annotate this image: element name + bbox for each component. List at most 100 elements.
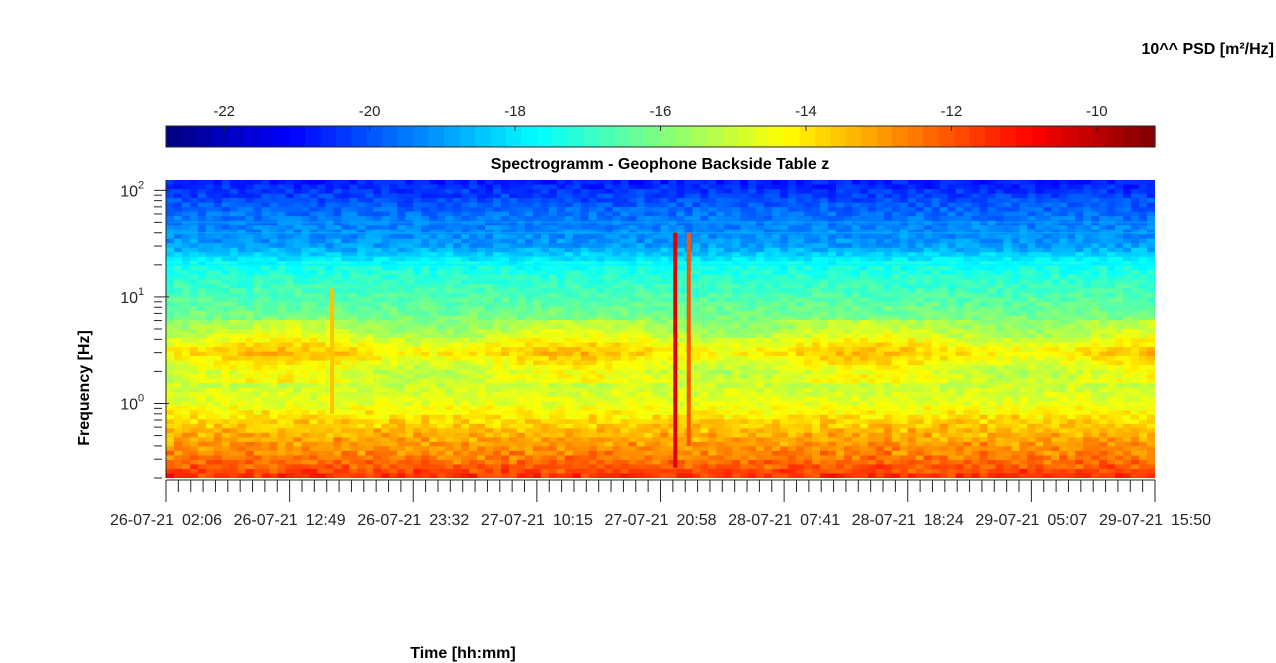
heatmap-cell	[843, 333, 853, 339]
heatmap-cell	[780, 310, 789, 316]
spectrogram-plot	[166, 180, 1155, 478]
heatmap-cell	[1043, 216, 1052, 222]
heatmap-cell	[644, 288, 654, 294]
heatmap-cell	[532, 306, 542, 312]
heatmap-cell	[261, 202, 271, 208]
heatmap-cell	[429, 329, 438, 335]
heatmap-cell	[229, 265, 239, 271]
heatmap-cell	[788, 202, 797, 208]
heatmap-cell	[173, 193, 183, 199]
heatmap-cell	[979, 338, 989, 344]
heatmap-cell	[397, 207, 406, 213]
heatmap-cell	[277, 288, 287, 294]
heatmap-cell	[835, 297, 845, 303]
heatmap-cell	[445, 356, 454, 362]
heatmap-cell	[963, 207, 973, 213]
heatmap-cell	[564, 216, 574, 222]
heatmap-cell	[1099, 274, 1108, 280]
heatmap-cell	[421, 274, 430, 280]
heatmap-cell	[445, 180, 454, 186]
heatmap-cell	[493, 306, 502, 312]
heatmap-cell	[995, 207, 1004, 213]
heatmap-cell	[564, 207, 574, 213]
heatmap-cell	[1139, 315, 1148, 321]
heatmap-cell	[493, 319, 502, 325]
heatmap-cell	[237, 180, 247, 186]
heatmap-cell	[923, 324, 933, 330]
heatmap-cell	[261, 207, 271, 213]
heatmap-cell	[947, 351, 957, 357]
heatmap-cell	[716, 310, 725, 316]
heatmap-cell	[891, 297, 901, 303]
heatmap-cell	[397, 347, 406, 353]
heatmap-cell	[620, 225, 630, 231]
heatmap-cell	[716, 270, 725, 276]
heatmap-cell	[740, 198, 749, 204]
heatmap-cell	[580, 256, 590, 262]
heatmap-cell	[883, 261, 893, 267]
heatmap-cell	[628, 265, 638, 271]
heatmap-cell	[867, 234, 877, 240]
heatmap-cell	[341, 288, 350, 294]
heatmap-cell	[820, 238, 829, 244]
heatmap-cell	[389, 333, 398, 339]
heatmap-cell	[764, 256, 773, 262]
heatmap-cell	[1147, 193, 1155, 199]
heatmap-cell	[732, 274, 741, 280]
heatmap-cell	[652, 333, 661, 339]
heatmap-cell	[301, 333, 311, 339]
heatmap-cell	[835, 319, 845, 325]
heatmap-cell	[835, 270, 845, 276]
heatmap-cell	[516, 243, 526, 249]
heatmap-cell	[405, 342, 414, 348]
heatmap-cell	[333, 274, 342, 280]
heatmap-cell	[740, 234, 749, 240]
heatmap-cell	[277, 292, 287, 298]
heatmap-cell	[189, 256, 199, 262]
heatmap-cell	[1027, 301, 1036, 307]
heatmap-cell	[548, 297, 558, 303]
heatmap-cell	[652, 238, 661, 244]
heatmap-cell	[843, 243, 853, 249]
heatmap-cell	[277, 247, 287, 253]
heatmap-cell	[820, 338, 829, 344]
heatmap-cell	[668, 283, 677, 289]
heatmap-cell	[325, 207, 334, 213]
heatmap-cell	[676, 247, 685, 253]
heatmap-cell	[173, 270, 183, 276]
heatmap-cell	[931, 324, 941, 330]
heatmap-cell	[1003, 234, 1012, 240]
heatmap-cell	[596, 292, 606, 298]
heatmap-cell	[253, 261, 263, 267]
heatmap-cell	[317, 306, 327, 312]
heatmap-cell	[883, 351, 893, 357]
heatmap-cell	[971, 238, 981, 244]
heatmap-cell	[285, 315, 295, 321]
heatmap-cell	[891, 184, 901, 190]
heatmap-cell	[173, 301, 183, 307]
heatmap-cell	[413, 306, 422, 312]
heatmap-cell	[620, 333, 630, 339]
heatmap-cell	[381, 319, 390, 325]
heatmap-cell	[588, 288, 598, 294]
heatmap-cell	[516, 351, 526, 357]
heatmap-cell	[883, 256, 893, 262]
heatmap-cell	[899, 279, 909, 285]
heatmap-cell	[907, 351, 917, 357]
heatmap-cell	[851, 238, 861, 244]
heatmap-cell	[979, 292, 989, 298]
heatmap-cell	[995, 283, 1004, 289]
heatmap-cell	[843, 247, 853, 253]
heatmap-cell	[1091, 315, 1100, 321]
heatmap-cell	[166, 274, 175, 280]
heatmap-cell	[660, 207, 669, 213]
heatmap-cell	[867, 243, 877, 249]
heatmap-cell	[1139, 247, 1148, 253]
heatmap-cell	[788, 283, 797, 289]
heatmap-cell	[612, 225, 622, 231]
heatmap-cell	[1059, 306, 1068, 312]
heatmap-cell	[301, 252, 311, 258]
heatmap-cell	[1115, 211, 1124, 217]
heatmap-cell	[660, 324, 669, 330]
heatmap-cell	[692, 256, 701, 262]
